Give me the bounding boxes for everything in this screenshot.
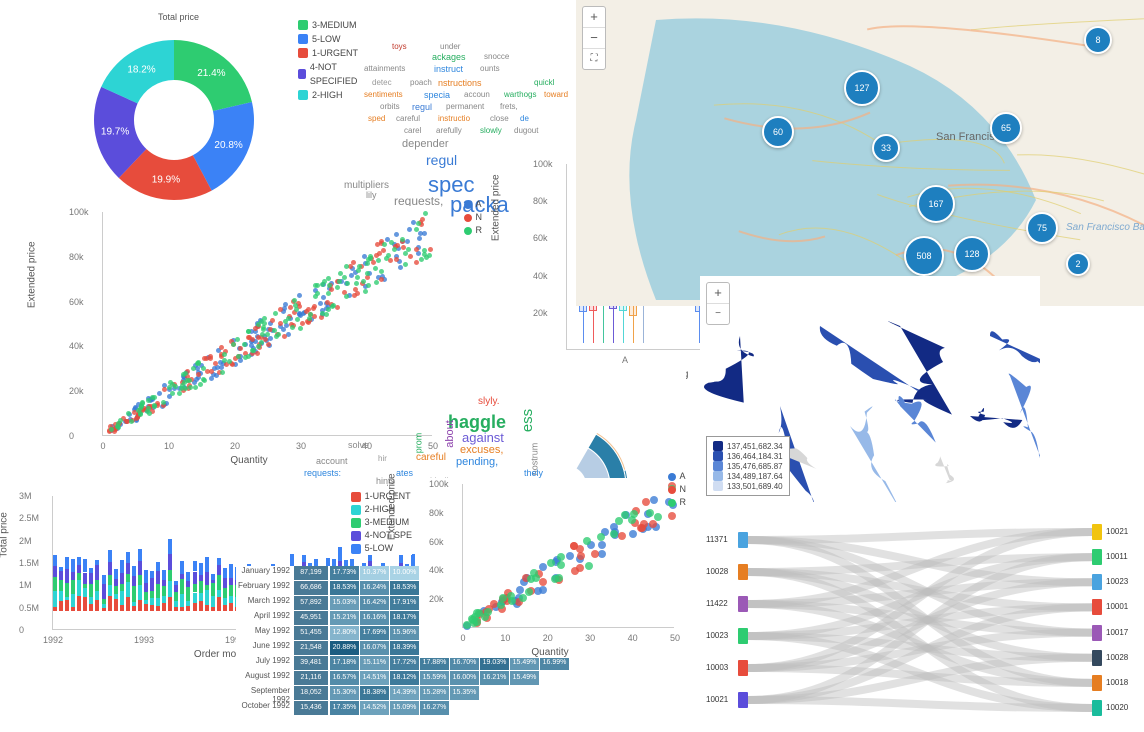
sunburst-chart	[566, 366, 686, 486]
zoom-out-icon[interactable]: −	[707, 304, 729, 324]
map-bubble[interactable]: 508	[904, 236, 944, 276]
fullscreen-icon[interactable]: ⛶	[583, 49, 605, 69]
map-bubble[interactable]: 167	[917, 185, 955, 223]
svg-text:San Francisco Bay: San Francisco Bay	[1066, 222, 1144, 233]
map-bubble[interactable]: 65	[990, 112, 1022, 144]
map-bubble[interactable]: 60	[762, 116, 794, 148]
x-axis-label: Quantity	[230, 455, 267, 466]
sankey-svg	[690, 520, 1140, 720]
y-axis-label: Total price	[0, 512, 10, 558]
sunburst-svg	[566, 366, 686, 486]
map-bubble[interactable]: 127	[844, 70, 880, 106]
y-axis-label: Extended price	[27, 241, 38, 308]
world-zoom-control[interactable]: + −	[706, 282, 730, 325]
bars-legend: 1-URGENT2-HIGH3-MEDIUM4-NOT SPE5-LOW	[351, 490, 412, 555]
map-bubble[interactable]: 8	[1084, 26, 1112, 54]
scatter-chart-2: Extended price 20k40k60k80k100k010203040…	[420, 478, 680, 658]
map-bubble[interactable]: 128	[954, 236, 990, 272]
y-axis-label: Extended price	[491, 174, 502, 241]
zoom-in-icon[interactable]: +	[707, 283, 729, 304]
map-bubble[interactable]: 2	[1066, 252, 1090, 276]
wordcloud-2: haggleagainstexcuses,pending,slyly.about…	[300, 366, 560, 486]
map-svg: San FranciscoSan Francisco Bay	[576, 0, 1144, 306]
donut-legend: 3-MEDIUM5-LOW1-URGENT4-NOT SPECIFIED2-HI…	[298, 18, 370, 102]
donut-chart: Total price 21.4% 20.8% 19.9% 19.7% 18.2% 3-…	[60, 8, 370, 208]
scatter2-area: 20k40k60k80k100k01020304050	[462, 484, 674, 628]
scatter-legend: ANR	[464, 198, 483, 237]
svg-text:18.2%: 18.2%	[127, 65, 155, 76]
svg-text:19.9%: 19.9%	[152, 174, 180, 185]
zoom-out-icon[interactable]: −	[583, 28, 605, 49]
map-zoom-control[interactable]: + − ⛶	[582, 6, 606, 70]
svg-text:20.8%: 20.8%	[214, 140, 242, 151]
zoom-in-icon[interactable]: +	[583, 7, 605, 28]
svg-text:19.7%: 19.7%	[101, 126, 129, 137]
scatter2-legend: ANR	[668, 470, 687, 509]
world-legend: 137,451,682.34136,464,184.31135,476,685.…	[706, 436, 790, 496]
donut-title: Total price	[158, 12, 199, 22]
sankey-chart: 1137110028114221002310003100211002110011…	[690, 520, 1140, 720]
map-bubble[interactable]: 75	[1026, 212, 1058, 244]
world-choropleth: + − 137,451,682.34136,464,184.31135,476,…	[700, 276, 1040, 502]
map-bubble[interactable]: 33	[872, 134, 900, 162]
y-axis-label: Extended price	[387, 473, 398, 540]
svg-text:21.4%: 21.4%	[197, 68, 225, 79]
geo-map[interactable]: San FranciscoSan Francisco Bay + − ⛶ 8 12…	[576, 0, 1144, 306]
donut-svg: 21.4% 20.8% 19.9% 19.7% 18.2%	[80, 26, 270, 206]
x-axis-label: Quantity	[531, 647, 568, 658]
